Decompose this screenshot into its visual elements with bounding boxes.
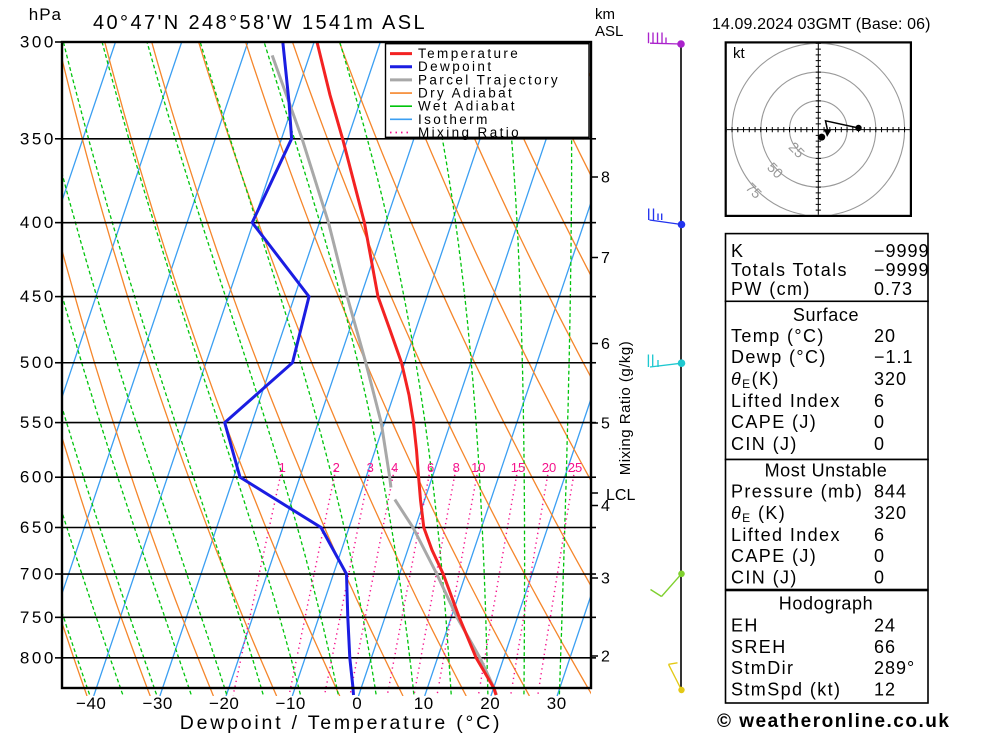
- svg-text:12: 12: [874, 679, 896, 699]
- svg-text:CIN (J): CIN (J): [731, 567, 798, 587]
- svg-text:25: 25: [568, 460, 582, 475]
- svg-text:1: 1: [279, 460, 286, 475]
- svg-text:SREH: SREH: [731, 637, 787, 657]
- svg-text:kt: kt: [733, 45, 746, 62]
- svg-text:© weatheronline.co.uk: © weatheronline.co.uk: [717, 711, 950, 732]
- svg-text:300: 300: [20, 33, 56, 52]
- svg-text:PW (cm): PW (cm): [731, 279, 811, 299]
- svg-text:LCL: LCL: [606, 487, 635, 504]
- svg-text:K: K: [731, 241, 744, 261]
- svg-text:EH: EH: [731, 615, 759, 635]
- svg-text:Temperature: Temperature: [418, 46, 520, 61]
- svg-text:Mixing Ratio (g/kg): Mixing Ratio (g/kg): [617, 341, 634, 476]
- svg-text:5: 5: [601, 416, 610, 433]
- svg-text:14.09.2024 03GMT (Base: 06): 14.09.2024 03GMT (Base: 06): [712, 16, 931, 33]
- svg-text:20: 20: [542, 460, 556, 475]
- svg-text:hPa: hPa: [29, 5, 62, 24]
- svg-text:450: 450: [20, 287, 56, 306]
- svg-text:4: 4: [391, 460, 398, 475]
- svg-text:Most Unstable: Most Unstable: [765, 460, 888, 480]
- svg-text:10: 10: [471, 460, 485, 475]
- svg-text:0: 0: [874, 546, 885, 566]
- svg-text:350: 350: [20, 129, 56, 148]
- svg-text:650: 650: [20, 518, 56, 537]
- svg-text:Isotherm: Isotherm: [418, 112, 490, 127]
- svg-text:6: 6: [427, 460, 434, 475]
- svg-text:3: 3: [601, 571, 610, 588]
- svg-text:−30: −30: [143, 694, 173, 713]
- svg-text:8: 8: [601, 170, 610, 187]
- svg-text:Pressure (mb): Pressure (mb): [731, 481, 863, 501]
- svg-text:Dry Adiabat: Dry Adiabat: [418, 86, 514, 101]
- svg-text:4: 4: [601, 498, 610, 515]
- svg-text:0: 0: [874, 567, 885, 587]
- svg-text:10: 10: [414, 694, 434, 713]
- svg-text:320: 320: [874, 369, 907, 389]
- svg-text:600: 600: [20, 468, 56, 487]
- svg-text:Mixing Ratio: Mixing Ratio: [418, 125, 521, 140]
- svg-text:7: 7: [601, 250, 610, 267]
- svg-text:Parcel Trajectory: Parcel Trajectory: [418, 72, 560, 87]
- svg-text:Wet Adiabat: Wet Adiabat: [418, 99, 517, 114]
- svg-text:750: 750: [20, 608, 56, 627]
- svg-text:−9999: −9999: [874, 260, 930, 280]
- svg-text:30: 30: [547, 694, 567, 713]
- svg-text:0.73: 0.73: [874, 279, 913, 299]
- svg-text:CAPE (J): CAPE (J): [731, 412, 817, 432]
- svg-text:Temp (°C): Temp (°C): [731, 326, 825, 346]
- svg-text:2: 2: [333, 460, 340, 475]
- svg-text:θЕ(K): θЕ(K): [731, 369, 780, 391]
- svg-text:8: 8: [453, 460, 460, 475]
- svg-text:2: 2: [601, 649, 610, 666]
- svg-text:289°: 289°: [874, 658, 915, 678]
- svg-text:Dewpoint: Dewpoint: [418, 59, 493, 74]
- svg-text:StmDir: StmDir: [731, 658, 794, 678]
- svg-text:km: km: [595, 6, 615, 23]
- svg-text:Dewpoint / Temperature (°C): Dewpoint / Temperature (°C): [180, 712, 503, 733]
- svg-text:0: 0: [874, 434, 885, 454]
- svg-text:−10: −10: [276, 694, 306, 713]
- svg-text:24: 24: [874, 615, 896, 635]
- svg-text:6: 6: [601, 336, 610, 353]
- svg-text:3: 3: [367, 460, 374, 475]
- svg-text:CIN (J): CIN (J): [731, 434, 798, 454]
- svg-text:StmSpd (kt): StmSpd (kt): [731, 679, 841, 699]
- svg-text:40°47'N 248°58'W 1541m ASL: 40°47'N 248°58'W 1541m ASL: [93, 12, 427, 34]
- svg-text:15: 15: [511, 460, 525, 475]
- svg-text:−40: −40: [76, 694, 106, 713]
- svg-text:66: 66: [874, 637, 896, 657]
- svg-text:6: 6: [874, 525, 885, 545]
- svg-text:−9999: −9999: [874, 241, 930, 261]
- svg-text:0: 0: [352, 694, 362, 713]
- svg-text:ASL: ASL: [595, 23, 623, 40]
- svg-text:550: 550: [20, 413, 56, 432]
- svg-text:400: 400: [20, 213, 56, 232]
- svg-text:20: 20: [874, 326, 896, 346]
- svg-text:Lifted Index: Lifted Index: [731, 525, 841, 545]
- svg-text:−20: −20: [209, 694, 239, 713]
- svg-text:0: 0: [874, 412, 885, 432]
- svg-text:Surface: Surface: [793, 305, 859, 325]
- svg-text:CAPE (J): CAPE (J): [731, 546, 817, 566]
- svg-text:20: 20: [480, 694, 500, 713]
- svg-text:Hodograph: Hodograph: [779, 593, 873, 613]
- svg-text:Totals Totals: Totals Totals: [731, 260, 848, 280]
- svg-text:800: 800: [20, 648, 56, 667]
- svg-text:Dewp (°C): Dewp (°C): [731, 347, 827, 367]
- svg-text:θЕ (K): θЕ (K): [731, 503, 786, 525]
- svg-text:Lifted Index: Lifted Index: [731, 391, 841, 411]
- svg-text:700: 700: [20, 565, 56, 584]
- svg-text:320: 320: [874, 503, 907, 523]
- svg-text:−1.1: −1.1: [874, 347, 914, 367]
- svg-text:844: 844: [874, 481, 907, 501]
- svg-text:6: 6: [874, 391, 885, 411]
- svg-text:500: 500: [20, 353, 56, 372]
